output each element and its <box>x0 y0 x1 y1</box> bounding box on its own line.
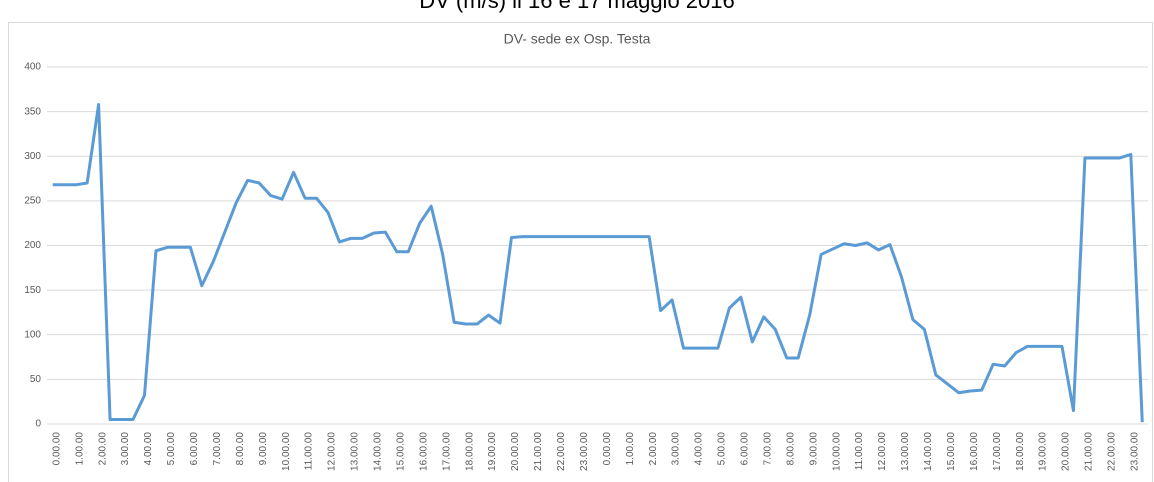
x-tick-label: 19.00.00 <box>1038 432 1049 471</box>
x-tick-label: 12.00.00 <box>877 432 888 471</box>
x-tick-label: 11.00.00 <box>854 432 865 471</box>
x-tick-label: 22.00.00 <box>556 432 567 471</box>
x-tick-label: 8.00.00 <box>785 432 796 466</box>
y-tick-label: 300 <box>24 151 41 162</box>
x-tick-label: 4.00.00 <box>143 432 154 466</box>
x-tick-label: 17.00.00 <box>992 432 1003 471</box>
y-tick-label: 50 <box>30 374 42 385</box>
chart-title: DV- sede ex Osp. Testa <box>504 31 651 47</box>
x-tick-label: 20.00.00 <box>510 432 521 471</box>
x-tick-label: 0.00.00 <box>602 432 613 466</box>
x-tick-label: 16.00.00 <box>418 432 429 471</box>
x-tick-label: 14.00.00 <box>923 432 934 471</box>
x-tick-label: 20.00.00 <box>1061 432 1072 471</box>
x-tick-label: 10.00.00 <box>831 432 842 471</box>
x-tick-label: 18.00.00 <box>464 432 475 471</box>
x-tick-label: 1.00.00 <box>74 432 85 466</box>
x-tick-label: 13.00.00 <box>350 432 361 471</box>
x-tick-label: 17.00.00 <box>441 432 452 471</box>
x-tick-label: 16.00.00 <box>969 432 980 471</box>
x-tick-label: 10.00.00 <box>281 432 292 471</box>
x-tick-label: 22.00.00 <box>1107 432 1118 471</box>
x-tick-label: 21.00.00 <box>1084 432 1095 471</box>
x-tick-label: 3.00.00 <box>671 432 682 466</box>
y-tick-label: 0 <box>35 419 41 430</box>
x-tick-label: 23.00.00 <box>1129 432 1140 471</box>
x-tick-label: 2.00.00 <box>648 432 659 466</box>
x-tick-label: 0.00.00 <box>51 432 62 466</box>
x-tick-label: 8.00.00 <box>235 432 246 466</box>
x-tick-label: 9.00.00 <box>808 432 819 466</box>
x-tick-label: 21.00.00 <box>533 432 544 471</box>
data-line <box>52 102 1144 423</box>
x-tick-label: 18.00.00 <box>1015 432 1026 471</box>
y-tick-label: 250 <box>24 196 41 207</box>
x-tick-label: 1.00.00 <box>625 432 636 466</box>
y-tick-label: 400 <box>24 62 41 73</box>
x-tick-label: 15.00.00 <box>395 432 406 471</box>
x-tick-label: 11.00.00 <box>304 432 315 471</box>
x-tick-label: 5.00.00 <box>717 432 728 466</box>
x-tick-label: 2.00.00 <box>97 432 108 466</box>
chart-frame <box>8 22 1153 482</box>
x-tick-label: 6.00.00 <box>189 432 200 466</box>
x-tick-label: 13.00.00 <box>900 432 911 471</box>
x-tick-label: 4.00.00 <box>694 432 705 466</box>
page-title: DV (m/s) il 16 e 17 maggio 2016 <box>419 0 735 13</box>
y-tick-label: 350 <box>24 106 41 117</box>
x-tick-label: 6.00.00 <box>740 432 751 466</box>
x-tick-label: 15.00.00 <box>946 432 957 471</box>
x-tick-label: 23.00.00 <box>579 432 590 471</box>
x-tick-label: 7.00.00 <box>762 432 773 466</box>
y-tick-label: 200 <box>24 240 41 251</box>
y-tick-label: 100 <box>24 329 41 340</box>
y-tick-label: 150 <box>24 285 41 296</box>
x-tick-label: 7.00.00 <box>212 432 223 466</box>
x-tick-label: 9.00.00 <box>258 432 269 466</box>
x-tick-label: 12.00.00 <box>327 432 338 471</box>
x-tick-label: 5.00.00 <box>166 432 177 466</box>
x-tick-label: 14.00.00 <box>373 432 384 471</box>
x-tick-label: 19.00.00 <box>487 432 498 471</box>
x-tick-label: 3.00.00 <box>120 432 131 466</box>
